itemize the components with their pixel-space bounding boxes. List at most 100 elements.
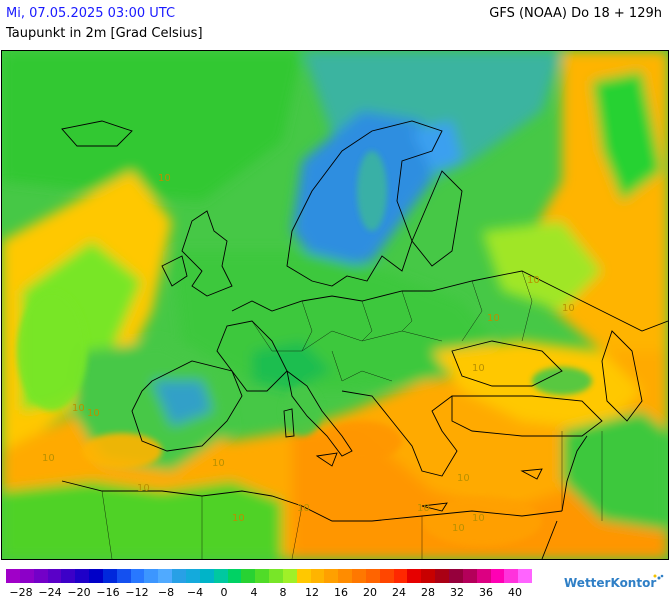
legend-tick-label: −8	[157, 586, 175, 599]
legend-tick-label: 16	[334, 586, 348, 599]
legend-swatch	[130, 569, 145, 583]
patch-balkan-orange	[322, 421, 402, 461]
contour-label: 10	[232, 513, 245, 524]
legend-swatch	[407, 569, 422, 583]
coast-red-sea	[541, 520, 558, 559]
field-scandinavia-blue2	[412, 121, 462, 171]
coast-british-isles	[181, 210, 233, 297]
legend-swatch	[421, 569, 436, 583]
contour-label: 10	[472, 513, 485, 524]
legend-swatch	[393, 569, 408, 583]
legend-swatch	[116, 569, 131, 583]
field-ne-green	[592, 71, 662, 201]
contour-label: 10	[297, 503, 310, 514]
patch-atlantic-green	[17, 291, 87, 411]
borders	[101, 270, 603, 559]
legend-tick-label: 8	[279, 586, 287, 599]
legend-tick-label: −20	[67, 586, 91, 599]
model-run-label: GFS (NOAA) Do 18 + 129h	[489, 6, 662, 21]
coastlines	[61, 120, 668, 559]
legend-swatch	[172, 569, 186, 583]
patch-spain-orange	[82, 433, 162, 469]
contour-label: 10	[472, 363, 485, 374]
legend-swatch	[296, 569, 311, 583]
legend-swatch	[449, 569, 463, 583]
legend-swatch	[47, 569, 62, 583]
border-3	[361, 300, 373, 342]
contour-label: 10	[158, 173, 171, 184]
legend-swatch	[144, 569, 159, 583]
color-scale-legend	[6, 569, 533, 583]
wetterkontor-logo-icon	[653, 574, 664, 580]
patch-italy-green	[282, 386, 322, 436]
field-mediterranean-orange	[292, 431, 668, 559]
legend-tick-label: 28	[421, 586, 435, 599]
wetterkontor-brand[interactable]: WetterKontor	[564, 576, 657, 590]
field-middle-east-green	[562, 411, 668, 531]
coast-mainland	[231, 270, 668, 332]
legend-swatch	[19, 569, 34, 583]
coast-crete	[421, 502, 448, 512]
dewpoint-map: 10 10 10 10 10 10 10 10 10 10 10 10 10 10 10 10	[1, 50, 669, 560]
coast-sicily	[315, 452, 338, 467]
legend-swatch	[89, 569, 103, 583]
patch-egypt-orange	[422, 496, 542, 546]
legend-tick-label: −12	[125, 586, 149, 599]
contour-label: 10	[137, 483, 150, 494]
legend-swatch	[102, 569, 117, 583]
contour-label: 10	[487, 313, 500, 324]
field-russia-yellow	[482, 221, 602, 311]
border-2	[301, 300, 313, 352]
border-10	[101, 490, 113, 559]
coast-sardinia	[283, 408, 295, 438]
legend-tick-label: −16	[96, 586, 120, 599]
border-5	[331, 350, 393, 382]
border-4	[401, 290, 413, 332]
border-7	[521, 270, 533, 342]
contour-label: 10	[212, 458, 225, 469]
legend-swatch	[241, 569, 256, 583]
patch-norway-lightgreen	[357, 151, 387, 231]
contour-label: 10	[417, 503, 430, 514]
border-6	[461, 280, 483, 342]
contour-label: 10	[42, 453, 55, 464]
legend-tick-label: 0	[220, 586, 228, 599]
legend-tick-label: 32	[450, 586, 464, 599]
border-12	[291, 505, 303, 559]
legend-swatch	[185, 569, 200, 583]
legend-tick-label: 40	[508, 586, 522, 599]
contour-label: 10	[452, 523, 465, 534]
legend-swatch	[33, 569, 48, 583]
legend-swatch	[75, 569, 90, 583]
coast-turkey	[451, 395, 603, 437]
legend-swatch	[476, 569, 491, 583]
legend-swatch	[158, 569, 173, 583]
legend-swatch	[435, 569, 449, 583]
forecast-datetime: Mi, 07.05.2025 03:00 UTC	[6, 6, 176, 21]
coast-caspian	[601, 330, 643, 422]
field-nw-green	[2, 51, 302, 201]
coast-scandinavia	[286, 120, 443, 287]
legend-swatch	[282, 569, 297, 583]
legend-swatch	[269, 569, 283, 583]
contour-label: 10	[87, 408, 100, 419]
legend-swatch	[61, 569, 76, 583]
coast-black-sea	[451, 340, 563, 387]
legend-tick-label: 36	[479, 586, 493, 599]
patch-caucasus-green	[532, 367, 592, 395]
legend-tick-labels: −28 −24 −20 −16 −12 −8 −4 0 4 8 12 16 20 24 28 32 36 40	[6, 586, 532, 600]
contour-label: 10	[527, 275, 540, 286]
contour-label: 10	[457, 473, 470, 484]
legend-swatch	[255, 569, 270, 583]
legend-tick-label: 12	[305, 586, 319, 599]
legend-swatch	[518, 569, 533, 583]
legend-tick-label: 24	[392, 586, 406, 599]
legend-swatch	[490, 569, 505, 583]
field-n-africa-green	[2, 481, 282, 559]
coast-ireland	[161, 255, 188, 287]
coast-france	[216, 320, 288, 392]
legend-swatch	[227, 569, 242, 583]
legend-tick-label: −28	[9, 586, 33, 599]
field-alps-green	[252, 341, 332, 391]
